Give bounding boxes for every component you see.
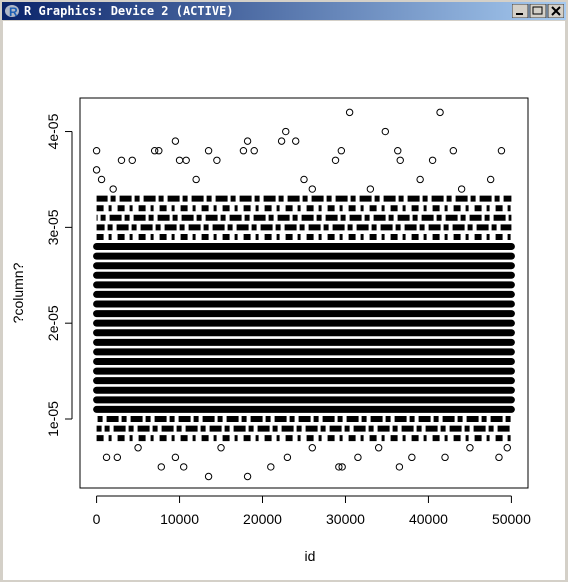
r-icon: R <box>5 5 19 19</box>
point <box>457 185 466 193</box>
y-axis-label: ?column? <box>10 262 26 323</box>
point <box>291 137 300 145</box>
svg-text:R: R <box>9 5 18 19</box>
point <box>217 444 225 452</box>
point <box>192 175 200 184</box>
point <box>155 147 163 155</box>
x-tick-label: 40000 <box>409 511 448 527</box>
point <box>395 463 404 471</box>
point <box>331 156 340 164</box>
x-tick-label: 0 <box>93 511 101 527</box>
point <box>182 156 190 164</box>
point <box>374 444 383 452</box>
point <box>157 463 165 471</box>
x-tick-label: 20000 <box>243 511 282 527</box>
point <box>394 147 402 155</box>
y-tick-label: 1e-05 <box>45 401 61 437</box>
point <box>243 472 252 481</box>
point <box>267 463 275 471</box>
point <box>102 453 111 462</box>
point <box>486 175 495 184</box>
point <box>92 166 101 174</box>
plot: id ?column? 0 10000 20000 30000 40000 50000 1e… <box>3 21 565 580</box>
point <box>345 108 354 117</box>
point <box>436 108 444 117</box>
y-tick-label: 3e-05 <box>45 209 61 245</box>
window-buttons[interactable] <box>512 4 564 18</box>
point <box>250 147 258 155</box>
point <box>213 156 221 164</box>
point <box>171 137 180 145</box>
x-tick-label: 10000 <box>160 511 199 527</box>
point <box>204 472 213 481</box>
x-tick-label: 50000 <box>492 511 531 527</box>
point <box>128 156 136 164</box>
point <box>335 463 343 471</box>
point <box>338 463 346 471</box>
point <box>204 147 213 155</box>
point <box>117 156 126 164</box>
point <box>300 175 308 184</box>
point <box>308 185 316 193</box>
point <box>109 185 117 193</box>
point <box>283 453 292 462</box>
point <box>179 463 188 471</box>
point <box>449 147 458 155</box>
point <box>396 156 404 164</box>
point <box>503 444 511 452</box>
x-tick-label: 30000 <box>326 511 365 527</box>
y-tick-label: 4e-05 <box>45 113 61 149</box>
point <box>277 137 286 145</box>
point <box>466 444 474 452</box>
point <box>308 444 316 452</box>
point <box>441 453 449 462</box>
point <box>416 175 424 184</box>
point <box>366 185 375 193</box>
point <box>282 127 290 136</box>
point <box>150 147 159 155</box>
point <box>175 156 184 164</box>
point <box>113 453 122 462</box>
point <box>97 175 106 184</box>
point <box>337 147 346 155</box>
window-title: R Graphics: Device 2 (ACTIVE) <box>24 4 234 18</box>
point <box>354 453 362 462</box>
point <box>495 453 503 462</box>
title-bar: R R Graphics: Device 2 (ACTIVE) <box>2 2 566 20</box>
plot-box <box>79 97 529 489</box>
point <box>239 147 248 155</box>
point <box>381 127 390 136</box>
point <box>408 453 416 462</box>
point <box>134 444 142 452</box>
point <box>243 137 252 145</box>
x-axis-label: id <box>305 548 316 564</box>
y-tick-label: 2e-05 <box>45 305 61 341</box>
point <box>171 453 180 462</box>
point <box>92 147 101 155</box>
point <box>428 156 437 164</box>
point <box>497 147 506 155</box>
